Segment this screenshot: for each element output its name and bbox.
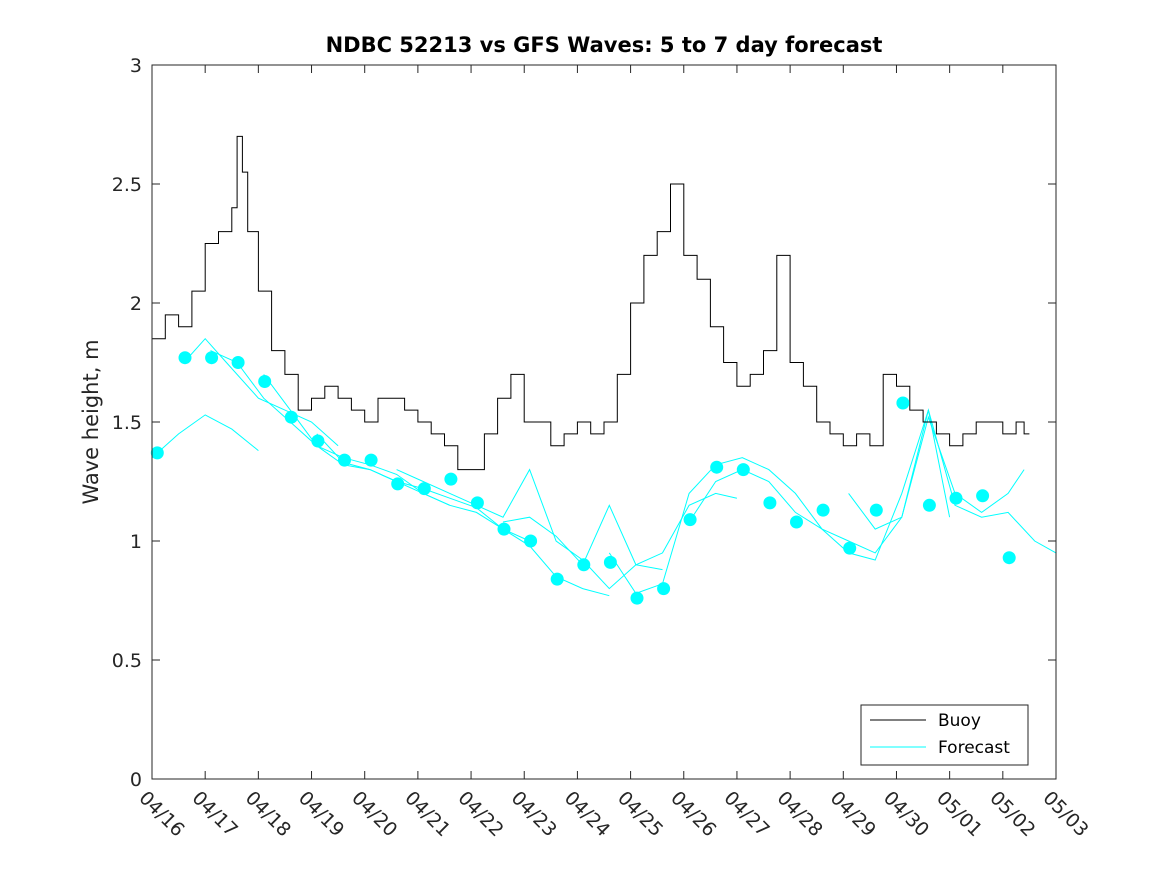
forecast-line-5 — [396, 468, 663, 590]
legend-box — [860, 704, 1029, 766]
y-tick-label-1: 0.5 — [112, 650, 142, 672]
x-tick-label-6: 04/22 — [454, 787, 508, 841]
buoy-line — [152, 135, 1030, 471]
x-tick-label-3: 04/19 — [294, 787, 348, 841]
forecast-point-26 — [843, 541, 857, 555]
x-tick-label-1: 04/17 — [188, 787, 242, 841]
forecast-line-8 — [688, 408, 1057, 554]
forecast-point-2 — [205, 351, 219, 365]
forecast-point-3 — [231, 356, 245, 369]
forecast-point-10 — [417, 482, 431, 496]
x-tick-label-14: 04/30 — [879, 787, 933, 841]
x-tick-label-4: 04/20 — [347, 787, 401, 841]
x-tick-label-12: 04/28 — [773, 787, 827, 841]
forecast-line-1 — [183, 337, 339, 447]
forecast-point-15 — [550, 572, 564, 586]
forecast-point-8 — [364, 453, 378, 467]
y-tick-label-5: 2.5 — [112, 174, 142, 196]
forecast-point-6 — [311, 434, 325, 448]
x-tick-label-0: 04/16 — [134, 787, 188, 841]
forecast-point-0 — [150, 446, 164, 460]
y-tick-label-3: 1.5 — [112, 412, 142, 434]
y-tick-label-2: 1 — [130, 531, 142, 553]
forecast-point-17 — [603, 555, 617, 569]
forecast-point-9 — [391, 477, 405, 491]
forecast-point-22 — [736, 463, 750, 477]
x-tick-label-2: 04/18 — [241, 787, 295, 841]
y-axis-label: Wave height, m — [79, 339, 103, 504]
forecast-point-30 — [949, 491, 963, 505]
forecast-point-1 — [178, 351, 192, 365]
forecast-point-14 — [524, 534, 538, 548]
forecast-line-7 — [608, 409, 951, 595]
forecast-point-7 — [338, 453, 351, 467]
forecast-point-13 — [497, 522, 511, 536]
forecast-line-6 — [502, 492, 738, 566]
x-tick-label-7: 04/23 — [507, 787, 561, 841]
forecast-point-32 — [1002, 551, 1016, 565]
forecast-point-5 — [284, 410, 298, 424]
y-tick-label-0: 0 — [130, 769, 142, 791]
forecast-point-31 — [976, 489, 990, 503]
x-tick-label-11: 04/27 — [719, 787, 773, 841]
forecast-line-2 — [210, 350, 451, 506]
forecast-point-29 — [922, 498, 936, 512]
x-tick-label-16: 05/02 — [985, 787, 1039, 841]
forecast-point-28 — [896, 396, 910, 410]
forecast-point-20 — [683, 513, 697, 527]
forecast-point-16 — [577, 558, 591, 572]
forecast-point-25 — [816, 503, 830, 517]
legend: Buoy Forecast — [860, 704, 1029, 766]
forecast-line-0 — [151, 414, 259, 459]
x-tick-label-13: 04/29 — [826, 787, 880, 841]
forecast-point-23 — [763, 496, 777, 510]
x-tick-label-8: 04/24 — [560, 787, 614, 841]
y-tick-label-6: 3 — [130, 55, 142, 77]
x-tick-label-17: 05/03 — [1038, 787, 1092, 841]
legend-buoy-label: Buoy — [938, 711, 981, 731]
forecast-point-21 — [710, 460, 724, 474]
forecast-point-24 — [790, 515, 803, 529]
forecast-point-12 — [470, 496, 484, 510]
legend-forecast-label: Forecast — [938, 738, 1010, 758]
forecast-line-3 — [263, 374, 530, 542]
forecast-point-27 — [869, 503, 883, 517]
forecast-point-4 — [258, 375, 272, 388]
series-layer — [150, 135, 1057, 605]
forecast-point-18 — [630, 591, 644, 605]
forecast-point-11 — [444, 472, 458, 486]
forecast-point-19 — [657, 582, 671, 596]
x-tick-label-9: 04/25 — [613, 787, 667, 841]
forecast-line-9 — [848, 415, 1025, 530]
x-tick-label-5: 04/21 — [400, 787, 454, 841]
y-tick-label-4: 2 — [130, 293, 142, 315]
x-tick-label-15: 05/01 — [932, 787, 986, 841]
chart-title: NDBC 52213 vs GFS Waves: 5 to 7 day fore… — [326, 33, 883, 57]
x-tick-label-10: 04/26 — [666, 787, 720, 841]
